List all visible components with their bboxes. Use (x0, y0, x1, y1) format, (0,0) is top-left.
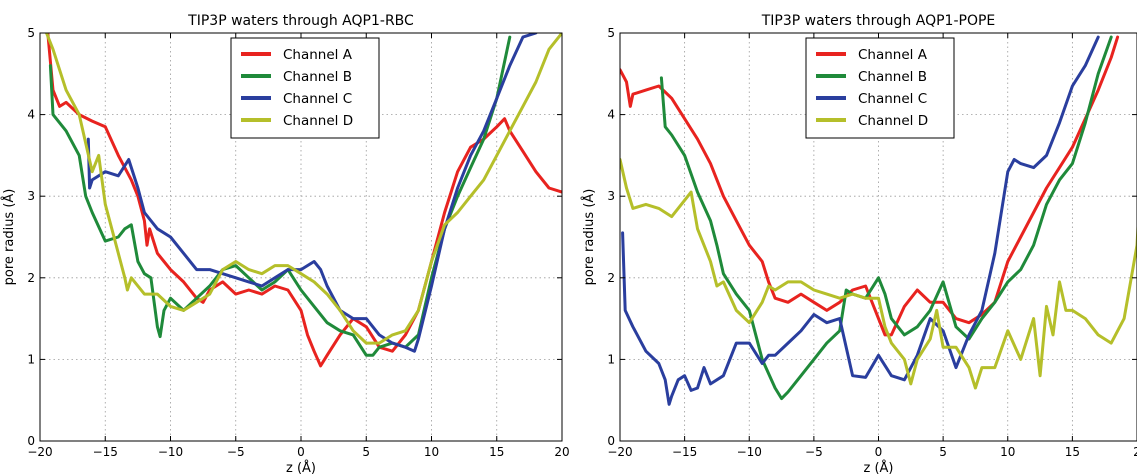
legend: Channel A Channel B Channel C Channel D (805, 37, 955, 139)
y-tick-label: 3 (607, 189, 615, 203)
x-tick-label: −20 (607, 445, 632, 459)
y-tick-label: 5 (27, 26, 35, 40)
x-tick-label: −20 (27, 445, 52, 459)
legend-label: Channel B (283, 69, 352, 85)
legend-label: Channel D (283, 113, 353, 129)
series-line-a (46, 33, 562, 368)
series-line-c (86, 33, 538, 353)
x-tick-label: 10 (424, 445, 439, 459)
x-tick-label: −10 (158, 445, 183, 459)
x-tick-label: 5 (939, 445, 947, 459)
chart-title: TIP3P waters through AQP1-RBC (187, 13, 414, 29)
y-tick-label: 1 (27, 352, 35, 366)
legend: Channel A Channel B Channel C Channel D (230, 37, 380, 139)
x-tick-label: 10 (1000, 445, 1015, 459)
x-tick-label: −10 (737, 445, 762, 459)
y-tick-label: 5 (607, 26, 615, 40)
y-tick-label: 2 (27, 271, 35, 285)
series-line-d (620, 158, 1137, 390)
x-tick-label: −5 (227, 445, 245, 459)
legend-label: Channel D (858, 113, 928, 129)
x-axis-label: z (Å) (286, 460, 316, 475)
legend-label: Channel A (858, 47, 928, 63)
series-line-b (48, 35, 512, 357)
x-tick-label: 0 (297, 445, 305, 459)
x-tick-label: −15 (93, 445, 118, 459)
x-tick-label: 2 (1133, 445, 1137, 459)
x-tick-label: 20 (554, 445, 569, 459)
y-tick-label: 0 (27, 434, 35, 448)
x-axis-label: z (Å) (864, 460, 894, 475)
x-tick-label: 15 (489, 445, 504, 459)
y-tick-label: 2 (607, 271, 615, 285)
series-line-d (45, 33, 562, 345)
series-line-c (621, 35, 1100, 406)
y-tick-label: 4 (27, 108, 35, 122)
series-group (45, 33, 562, 368)
x-tick-label: −5 (805, 445, 823, 459)
series-group (620, 35, 1137, 406)
chart-panel-pope: −20−15−10−50510152012345TIP3P waters thr… (581, 13, 1137, 475)
chart-panel-rbc: −20 −15 −10 −5 0 5 10 15 20 0 1 2 3 4 5 TIP3P waters th… (1, 13, 570, 475)
legend-label: Channel B (858, 69, 927, 85)
chart-title: TIP3P waters through AQP1-POPE (761, 13, 996, 29)
y-tick-label: 1 (607, 352, 615, 366)
x-tick-label: 15 (1065, 445, 1080, 459)
y-axis-label: pore radius (Å) (581, 189, 597, 286)
x-tick-label: −15 (672, 445, 697, 459)
y-tick-label: 3 (27, 189, 35, 203)
legend-label: Channel C (858, 91, 927, 107)
y-tick-label: 0 (607, 434, 615, 448)
x-tick-label: 5 (362, 445, 370, 459)
series-line-a (620, 35, 1120, 337)
legend-label: Channel A (283, 47, 353, 63)
y-axis-label: pore radius (Å) (1, 189, 17, 286)
x-tick-label: 0 (875, 445, 883, 459)
y-tick-label: 4 (607, 108, 615, 122)
legend-label: Channel C (283, 91, 352, 107)
